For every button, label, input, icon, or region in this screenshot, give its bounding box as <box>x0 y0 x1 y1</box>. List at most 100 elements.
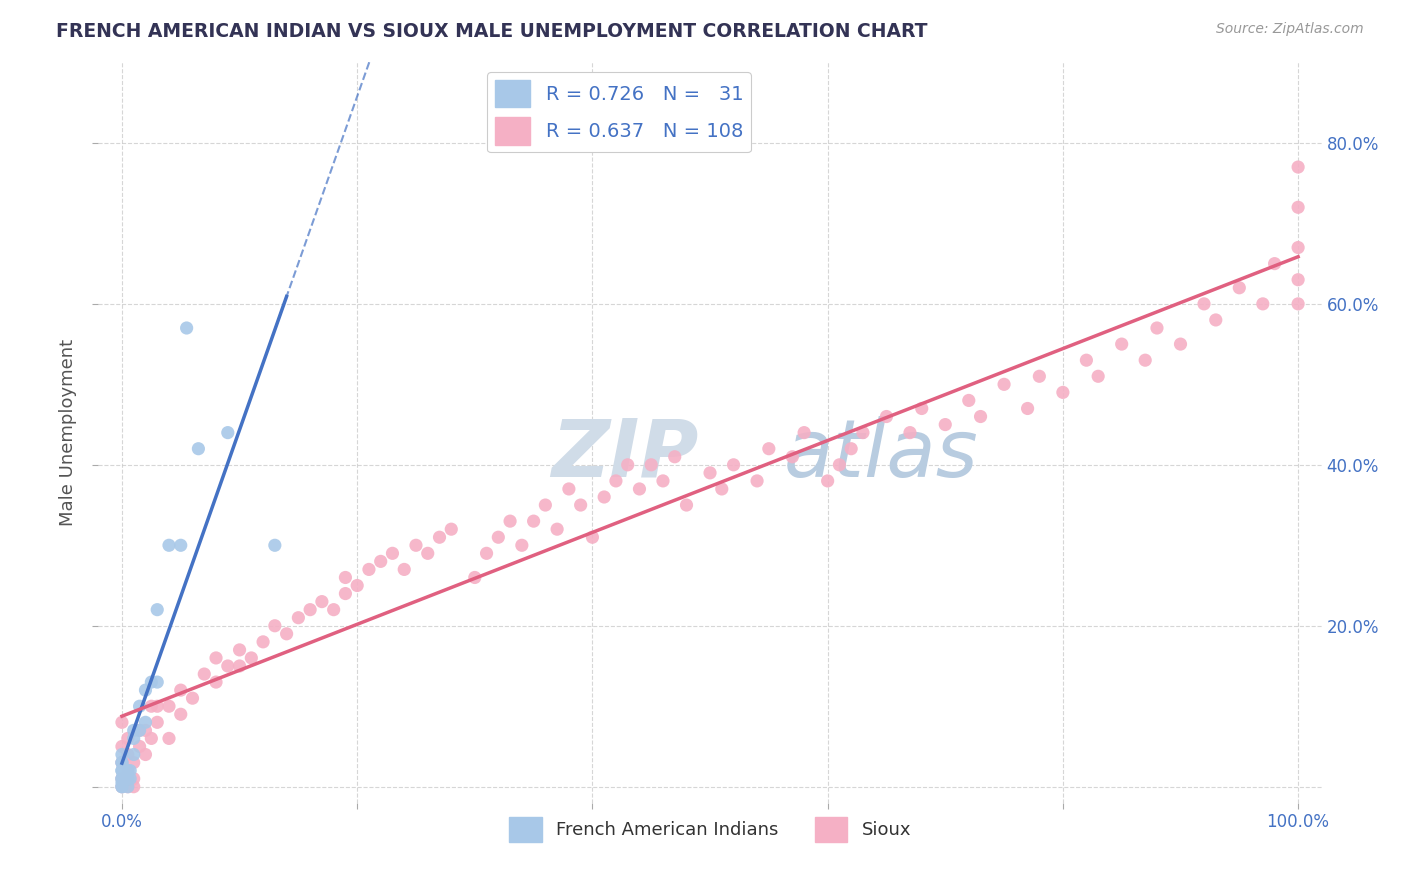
Point <box>1286 273 1309 287</box>
Point <box>122 731 145 746</box>
Point <box>122 747 145 762</box>
Point <box>122 723 145 738</box>
Point <box>120 764 142 778</box>
Point <box>1111 337 1133 351</box>
Point <box>1017 401 1039 416</box>
Point <box>111 772 134 786</box>
Point <box>782 450 804 464</box>
Point <box>558 482 581 496</box>
Point <box>440 522 463 536</box>
Point <box>176 321 198 335</box>
Point <box>593 490 616 504</box>
Point <box>370 554 392 568</box>
Point <box>146 675 169 690</box>
Point <box>817 474 839 488</box>
Point <box>628 482 651 496</box>
Point <box>228 643 250 657</box>
Point <box>416 546 439 560</box>
Point <box>1135 353 1157 368</box>
Point <box>122 780 145 794</box>
Point <box>205 651 228 665</box>
Point <box>898 425 921 440</box>
Point <box>335 586 357 600</box>
Point <box>122 772 145 786</box>
Point <box>205 675 228 690</box>
Point <box>128 739 150 754</box>
Point <box>475 546 498 560</box>
Point <box>141 731 163 746</box>
Point <box>322 602 344 616</box>
Point <box>699 466 721 480</box>
Point <box>1286 160 1309 174</box>
Point <box>392 562 415 576</box>
Point <box>1028 369 1050 384</box>
Point <box>758 442 780 456</box>
Point <box>569 498 592 512</box>
Point <box>1264 257 1286 271</box>
Text: Source: ZipAtlas.com: Source: ZipAtlas.com <box>1216 22 1364 37</box>
Point <box>499 514 522 528</box>
Point <box>181 691 204 706</box>
Point <box>605 474 627 488</box>
Point <box>141 699 163 714</box>
Point <box>723 458 745 472</box>
Point <box>523 514 546 528</box>
Point <box>217 425 239 440</box>
Point <box>111 780 134 794</box>
Point <box>187 442 209 456</box>
Point <box>217 659 239 673</box>
Point <box>1076 353 1098 368</box>
Point <box>117 764 139 778</box>
Point <box>111 739 134 754</box>
Point <box>111 715 134 730</box>
Point <box>1227 281 1250 295</box>
Point <box>193 667 215 681</box>
Point <box>122 756 145 770</box>
Point <box>128 723 150 738</box>
Point <box>311 594 333 608</box>
Point <box>664 450 686 464</box>
Point <box>263 538 285 552</box>
Point <box>120 772 142 786</box>
Point <box>111 772 134 786</box>
Point <box>117 764 139 778</box>
Point <box>969 409 991 424</box>
Point <box>710 482 733 496</box>
Point <box>111 747 134 762</box>
Point <box>357 562 380 576</box>
Point <box>111 756 134 770</box>
Point <box>381 546 404 560</box>
Point <box>276 627 298 641</box>
Point <box>117 772 139 786</box>
Point <box>1205 313 1227 327</box>
Point <box>793 425 815 440</box>
Point <box>957 393 980 408</box>
Point <box>405 538 427 552</box>
Point <box>111 780 134 794</box>
Text: atlas: atlas <box>783 416 979 494</box>
Point <box>117 780 139 794</box>
Point <box>581 530 603 544</box>
Point <box>640 458 662 472</box>
Point <box>1286 297 1309 311</box>
Point <box>299 602 322 616</box>
Point <box>134 715 156 730</box>
Point <box>1192 297 1215 311</box>
Point <box>852 425 875 440</box>
Point <box>111 780 134 794</box>
Point <box>141 675 163 690</box>
Point <box>157 538 180 552</box>
Point <box>346 578 368 592</box>
Point <box>111 756 134 770</box>
Point <box>993 377 1015 392</box>
Y-axis label: Male Unemployment: Male Unemployment <box>59 339 77 526</box>
Point <box>134 683 156 698</box>
Point <box>170 683 193 698</box>
Point <box>616 458 638 472</box>
Point <box>745 474 768 488</box>
Point <box>134 747 156 762</box>
Point <box>546 522 568 536</box>
Point <box>839 442 862 456</box>
Point <box>117 731 139 746</box>
Point <box>157 699 180 714</box>
